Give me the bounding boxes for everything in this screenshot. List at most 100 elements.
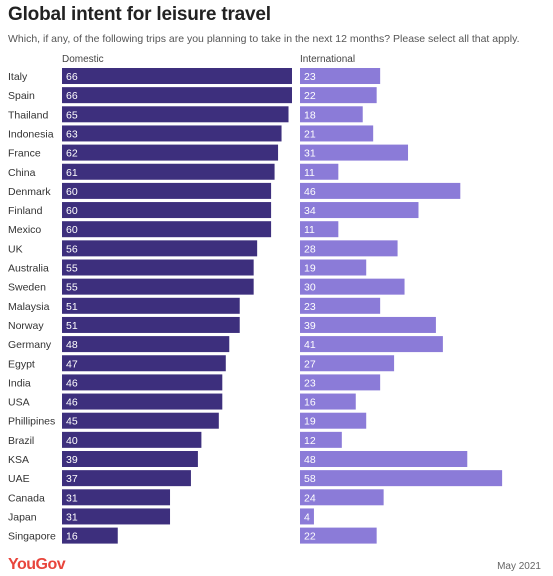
- category-label: Australia: [8, 263, 49, 275]
- data-label-1: 39: [304, 320, 316, 332]
- bar-1: [300, 202, 419, 219]
- category-label: Norway: [8, 320, 44, 332]
- bar-0: [62, 451, 198, 467]
- category-label: Egypt: [8, 358, 35, 370]
- data-label-1: 34: [304, 205, 316, 217]
- data-label-0: 40: [66, 435, 78, 447]
- data-label-1: 11: [304, 224, 315, 236]
- bar-0: [62, 393, 223, 410]
- data-label-1: 31: [304, 148, 316, 160]
- data-label-1: 22: [304, 90, 316, 102]
- category-label: UAE: [8, 473, 30, 485]
- bar-0: [62, 508, 171, 525]
- yougov-logo: YouGov: [8, 556, 66, 573]
- bar-1: [300, 355, 395, 372]
- data-label-0: 47: [66, 358, 78, 370]
- data-label-0: 61: [66, 167, 78, 179]
- data-label-0: 51: [66, 320, 78, 332]
- data-label-0: 60: [66, 224, 78, 236]
- data-label-1: 12: [304, 435, 316, 447]
- footer-date: May 2021: [497, 561, 541, 572]
- data-label-0: 48: [66, 339, 78, 351]
- category-label: UK: [8, 243, 23, 255]
- data-label-0: 62: [66, 148, 78, 160]
- bar-0: [62, 259, 254, 276]
- data-label-0: 16: [66, 531, 78, 543]
- bar-1: [300, 431, 342, 448]
- data-label-1: 4: [304, 511, 310, 523]
- bar-1: [300, 163, 339, 180]
- data-label-1: 58: [304, 473, 316, 485]
- bar-1: [300, 297, 381, 314]
- data-label-1: 23: [304, 377, 316, 389]
- data-label-1: 16: [304, 397, 316, 409]
- data-label-0: 55: [66, 282, 78, 294]
- bar-0: [62, 240, 258, 257]
- chart-subtitle: Which, if any, of the following trips ar…: [8, 33, 520, 45]
- bar-0: [62, 87, 292, 104]
- bar-1: [300, 451, 468, 467]
- data-label-1: 24: [304, 492, 316, 504]
- data-label-0: 65: [66, 109, 78, 121]
- bar-1: [300, 336, 443, 353]
- category-label: Singapore: [8, 531, 56, 543]
- data-label-0: 66: [66, 71, 78, 83]
- bar-0: [62, 470, 191, 487]
- bar-0: [62, 182, 272, 199]
- data-label-0: 39: [66, 454, 78, 466]
- data-label-1: 22: [304, 531, 316, 543]
- bar-0: [62, 374, 223, 391]
- category-label: Sweden: [8, 282, 46, 294]
- bar-1: [300, 125, 374, 142]
- chart-title: Global intent for leisure travel: [8, 4, 271, 25]
- data-label-1: 11: [304, 167, 315, 179]
- bar-1: [300, 393, 356, 410]
- data-label-0: 45: [66, 416, 78, 428]
- data-label-1: 30: [304, 282, 316, 294]
- bar-0: [62, 125, 282, 142]
- category-label: Indonesia: [8, 128, 54, 140]
- data-label-0: 56: [66, 243, 78, 255]
- bar-1: [300, 470, 503, 487]
- category-label: Germany: [8, 339, 52, 351]
- category-label: Finland: [8, 205, 43, 217]
- category-label: France: [8, 148, 41, 160]
- bar-0: [62, 221, 272, 238]
- category-label: Italy: [8, 71, 28, 83]
- bar-0: [62, 431, 202, 448]
- data-label-1: 23: [304, 71, 316, 83]
- bar-1: [300, 144, 409, 161]
- category-label: KSA: [8, 454, 29, 466]
- bar-1: [300, 182, 461, 199]
- data-label-1: 46: [304, 186, 316, 198]
- data-label-1: 21: [304, 128, 316, 140]
- bar-0: [62, 68, 292, 84]
- bar-0: [62, 316, 240, 333]
- data-label-0: 46: [66, 397, 78, 409]
- bar-1: [300, 489, 384, 506]
- bar-0: [62, 278, 254, 295]
- category-label: Denmark: [8, 186, 51, 198]
- bar-1: [300, 221, 339, 238]
- bar-0: [62, 106, 289, 123]
- category-label: Brazil: [8, 435, 34, 447]
- bar-1: [300, 240, 398, 257]
- category-label: China: [8, 167, 36, 179]
- category-label: Thailand: [8, 109, 48, 121]
- bar-1: [300, 527, 377, 544]
- category-label: Japan: [8, 511, 37, 523]
- bar-0: [62, 202, 272, 219]
- category-label: Mexico: [8, 224, 41, 236]
- data-label-1: 27: [304, 358, 316, 370]
- data-label-0: 60: [66, 186, 78, 198]
- data-label-1: 41: [304, 339, 316, 351]
- data-label-0: 31: [66, 511, 78, 523]
- series-header-1: International: [300, 54, 355, 65]
- category-label: Canada: [8, 492, 45, 504]
- data-label-0: 51: [66, 301, 78, 313]
- bar-1: [300, 412, 367, 429]
- bar-0: [62, 355, 226, 372]
- bar-0: [62, 489, 171, 506]
- bar-1: [300, 278, 405, 295]
